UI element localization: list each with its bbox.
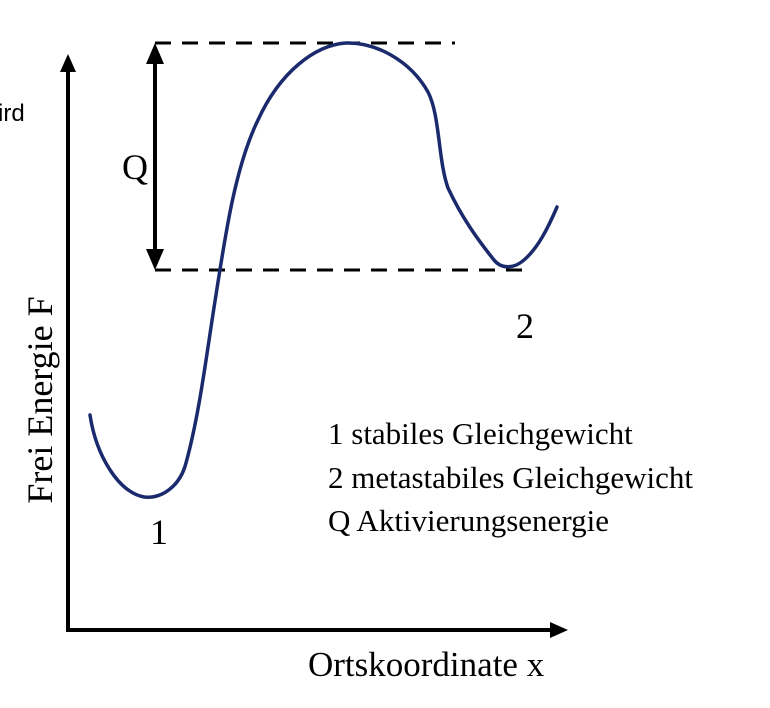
legend-line-2: 2 metastabiles Gleichgewicht — [328, 460, 693, 495]
x-axis-arrowhead — [550, 622, 568, 638]
cut-off-text: ird — [0, 100, 25, 127]
q-arrowhead-top — [146, 43, 164, 64]
y-axis-arrowhead — [60, 54, 76, 72]
q-arrowhead-bottom — [146, 249, 164, 270]
point-1-label: 1 — [150, 512, 168, 552]
energy-curve — [88, 41, 559, 499]
point-2-label: 2 — [516, 306, 534, 346]
y-axis — [60, 54, 76, 632]
y-axis-label: Frei Energie F — [20, 296, 60, 503]
x-axis — [66, 622, 568, 638]
x-axis-label: Ortskoordinate x — [308, 645, 545, 684]
legend-line-1: 1 stabiles Gleichgewicht — [328, 416, 633, 451]
legend: 1 stabiles Gleichgewicht 2 metastabiles … — [328, 416, 693, 538]
q-label: Q — [122, 147, 148, 187]
legend-line-3: Q Aktivierungsenergie — [328, 503, 609, 538]
q-double-arrow — [146, 43, 164, 270]
